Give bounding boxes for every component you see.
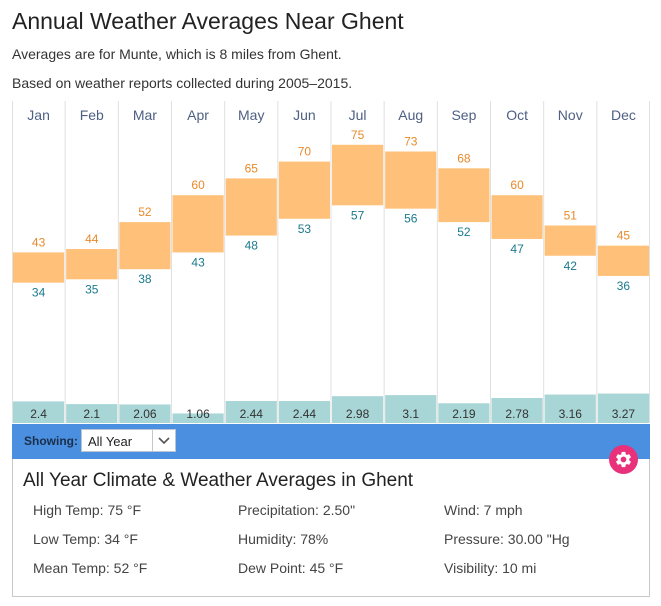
month-label: Apr [187, 107, 209, 123]
period-select-value: All Year [88, 434, 133, 449]
page-title: Annual Weather Averages Near Ghent [12, 8, 404, 34]
high-temp-label: 68 [457, 151, 471, 165]
precip-label: 2.44 [240, 407, 264, 421]
low-temp-label: 47 [510, 242, 524, 256]
month-label: Mar [133, 107, 157, 123]
select-divider [152, 430, 153, 451]
low-temp-label: 48 [245, 239, 259, 253]
low-temp-label: 57 [351, 208, 365, 222]
precip-bar [332, 396, 384, 423]
month-label: May [238, 107, 264, 123]
temp-range-bar [544, 225, 596, 256]
summary-panel: All Year Climate & Weather Averages in G… [12, 459, 650, 597]
low-temp-stat: Low Temp: 34 °F [33, 531, 138, 547]
precip-label: 2.19 [452, 407, 476, 421]
mean-temp-stat: Mean Temp: 52 °F [33, 560, 148, 576]
low-temp-label: 43 [191, 255, 205, 269]
precip-label: 2.4 [30, 407, 47, 421]
high-temp-label: 65 [245, 161, 259, 175]
period-select[interactable]: All Year [81, 429, 176, 452]
high-temp-label: 51 [564, 208, 578, 222]
precip-label: 2.98 [346, 407, 370, 421]
low-temp-label: 36 [617, 279, 631, 293]
month-label: Jun [293, 107, 316, 123]
temp-range-bar [597, 245, 649, 276]
low-temp-label: 56 [404, 212, 418, 226]
visibility-stat: Visibility: 10 mi [444, 560, 537, 576]
temp-range-bar [491, 195, 543, 239]
month-label: Oct [506, 107, 528, 123]
high-temp-stat: High Temp: 75 °F [33, 502, 142, 518]
showing-bar: Showing: All Year [12, 424, 650, 459]
precip-label: 2.1 [83, 407, 100, 421]
temp-range-bar [13, 252, 65, 283]
temp-range-bar [66, 249, 118, 280]
high-temp-label: 60 [510, 178, 524, 192]
month-label: Feb [80, 107, 104, 123]
dew-point-stat: Dew Point: 45 °F [238, 560, 344, 576]
high-temp-label: 52 [138, 205, 152, 219]
month-label: Jul [349, 107, 367, 123]
precip-bar [119, 404, 171, 423]
precip-label: 3.27 [612, 407, 636, 421]
wind-stat: Wind: 7 mph [444, 502, 523, 518]
showing-label: Showing: [24, 434, 78, 448]
low-temp-label: 35 [85, 282, 99, 296]
precip-bar [172, 413, 224, 423]
precip-bar [385, 395, 437, 423]
precip-label: 2.06 [133, 407, 157, 421]
low-temp-label: 52 [457, 225, 471, 239]
precip-label: 2.44 [293, 407, 317, 421]
precip-label: 3.16 [559, 407, 583, 421]
month-label: Nov [558, 107, 583, 123]
high-temp-label: 73 [404, 135, 418, 149]
humidity-stat: Humidity: 78% [238, 531, 329, 547]
temp-range-bar [385, 151, 437, 209]
temp-range-bar [332, 144, 384, 206]
precip-bar [491, 397, 543, 423]
month-label: Sep [451, 107, 476, 123]
high-temp-label: 75 [351, 128, 365, 142]
precip-bar [544, 394, 596, 423]
month-label: Aug [398, 107, 423, 123]
temp-range-bar [278, 161, 330, 219]
weather-chart: Jan 43 34 2.4 Feb 44 35 2.1 Mar 52 38 2.06 Apr 60 43 1.… [12, 101, 650, 423]
low-temp-label: 38 [138, 272, 152, 286]
precipitation-stat: Precipitation: 2.50" [238, 502, 356, 518]
pressure-stat: Pressure: 30.00 "Hg [444, 531, 570, 547]
high-temp-label: 44 [85, 232, 99, 246]
location-note: Averages are for Munte, which is 8 miles… [12, 46, 342, 62]
high-temp-label: 60 [191, 178, 205, 192]
precip-bar [66, 404, 118, 423]
summary-title: All Year Climate & Weather Averages in G… [23, 470, 414, 491]
precip-label: 2.78 [505, 407, 529, 421]
temp-range-bar [225, 178, 277, 236]
precip-label: 3.1 [402, 407, 419, 421]
low-temp-label: 42 [564, 259, 578, 273]
high-temp-label: 43 [32, 235, 46, 249]
month-label: Jan [27, 107, 50, 123]
precip-bar [225, 401, 277, 423]
data-period-note: Based on weather reports collected durin… [12, 75, 353, 91]
precip-bar [13, 401, 65, 423]
month-label: Dec [611, 107, 636, 123]
low-temp-label: 34 [32, 286, 46, 300]
precip-bar [438, 403, 490, 423]
settings-button[interactable] [609, 445, 638, 474]
chevron-down-icon [158, 437, 170, 445]
high-temp-label: 70 [298, 145, 312, 159]
precip-label: 1.06 [186, 407, 210, 421]
temp-range-bar [438, 168, 490, 223]
temp-range-bar [172, 195, 224, 253]
low-temp-label: 53 [298, 222, 312, 236]
precip-bar [597, 393, 649, 423]
gear-icon [616, 451, 631, 468]
high-temp-label: 45 [617, 229, 631, 243]
temp-range-bar [119, 222, 171, 270]
precip-bar [278, 401, 330, 423]
